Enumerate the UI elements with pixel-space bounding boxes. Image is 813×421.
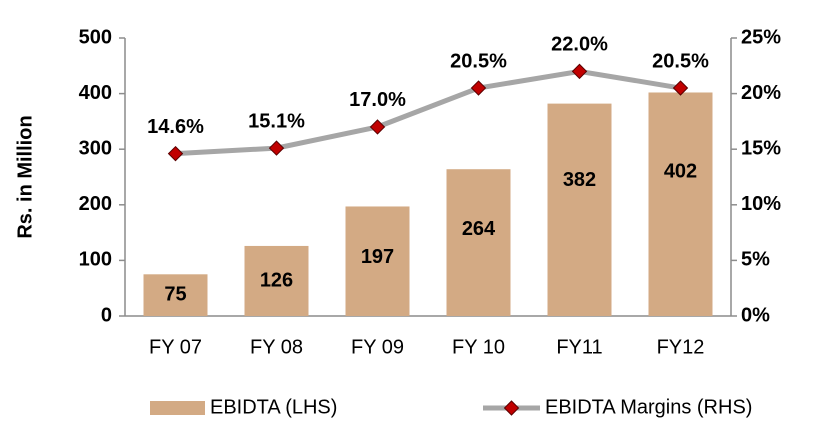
x-tick-label: FY12 <box>657 336 705 358</box>
x-tick-label: FY11 <box>556 336 602 358</box>
bar-label: 264 <box>462 218 496 240</box>
point-label: 14.6% <box>147 116 204 138</box>
bar <box>345 206 410 316</box>
bar <box>446 169 511 316</box>
bar-label: 197 <box>361 246 394 268</box>
y-tick-label: 500 <box>79 26 112 48</box>
x-tick-label: FY 08 <box>250 336 303 358</box>
legend-label: EBIDTA Margins (RHS) <box>545 396 752 418</box>
marker <box>167 145 184 162</box>
y2-tick-label: 5% <box>741 249 770 271</box>
bar <box>648 92 713 316</box>
y-tick-label: 200 <box>79 193 112 215</box>
y2-tick-label: 15% <box>741 137 781 159</box>
legend-marker <box>503 400 520 416</box>
marker <box>268 140 285 156</box>
y2-tick-label: 0% <box>741 304 770 326</box>
y2-tick-label: 20% <box>741 82 781 104</box>
bar <box>547 103 612 316</box>
y-axis-title: Rs. in Million <box>14 115 36 238</box>
x-tick-label: FY 09 <box>351 336 404 358</box>
bar-label: 126 <box>260 269 293 291</box>
bar-label: 402 <box>664 161 697 183</box>
y2-tick-label: 25% <box>741 26 781 48</box>
legend-label: EBIDTA (LHS) <box>210 396 337 418</box>
y-tick-label: 300 <box>79 137 112 159</box>
bar <box>143 274 208 316</box>
bar-label: 382 <box>563 169 596 191</box>
line <box>175 68 681 157</box>
y-tick-label: 400 <box>79 82 112 104</box>
legend-swatch <box>150 401 205 415</box>
point-label: 20.5% <box>450 50 507 72</box>
y-tick-label: 100 <box>79 249 112 271</box>
y2-tick-label: 10% <box>741 193 781 215</box>
marker <box>571 63 588 80</box>
marker <box>369 119 386 135</box>
point-label: 15.1% <box>248 110 305 132</box>
point-label: 22.0% <box>551 34 608 56</box>
x-tick-label: FY 10 <box>452 336 505 358</box>
point-label: 17.0% <box>349 89 406 111</box>
marker <box>672 80 689 96</box>
point-label: 20.5% <box>652 50 709 72</box>
bar <box>244 245 309 316</box>
x-tick-label: FY 07 <box>149 336 202 358</box>
bar-label: 75 <box>164 283 186 305</box>
marker <box>470 80 487 96</box>
y-tick-label: 0 <box>101 304 112 326</box>
